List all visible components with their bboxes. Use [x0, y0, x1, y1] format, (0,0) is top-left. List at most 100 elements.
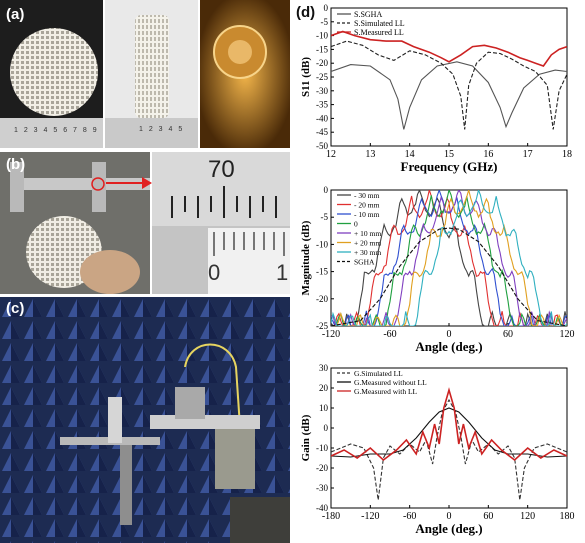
photo-lens-held	[200, 0, 290, 148]
panel-label-a: (a)	[6, 6, 25, 23]
legend-entry-5: + 20 mm	[354, 239, 381, 248]
y-tick-label: -20	[316, 463, 328, 473]
y-tick-label: -20	[316, 294, 328, 304]
x-tick-label: 120	[560, 329, 575, 340]
y-tick-label: -25	[316, 72, 328, 82]
y-tick-label: -20	[316, 58, 328, 68]
legend-entry-2: G.Measured with LL	[354, 387, 418, 396]
caliper-label-70: 70	[208, 156, 235, 183]
series-line-7	[331, 227, 567, 326]
x-axis-label: Angle (deg.)	[415, 339, 482, 354]
x-tick-label: 16	[483, 149, 493, 160]
x-axis-label: Angle (deg.)	[415, 521, 482, 536]
y-tick-label: -10	[316, 31, 328, 41]
y-tick-label: -5	[321, 17, 329, 27]
series-line-2	[331, 30, 567, 67]
legend-entry-3: 0	[354, 220, 358, 229]
series-line-6	[331, 190, 567, 326]
legend-entry-0: - 30 mm	[354, 191, 380, 200]
y-tick-label: -10	[316, 443, 328, 453]
series-line-2	[331, 190, 567, 326]
y-tick-label: 0	[324, 423, 329, 433]
y-tick-label: -40	[316, 503, 328, 513]
x-tick-label: 180	[560, 511, 575, 522]
series-group	[331, 30, 567, 130]
photo-lens-side-view: 1 2 3 4 5	[105, 0, 198, 148]
y-tick-label: 20	[319, 383, 329, 393]
x-tick-label: 15	[444, 149, 454, 160]
y-tick-label: -40	[316, 113, 328, 123]
y-tick-label: -5	[321, 212, 329, 222]
series-line-1	[331, 190, 567, 326]
ruler-label-a2: 1 2 3 4 5	[139, 126, 185, 133]
legend-entry-0: G.Simulated LL	[354, 369, 403, 378]
x-tick-label: -180	[322, 511, 340, 522]
lens-disc	[10, 28, 98, 116]
photo-anechoic-chamber	[0, 297, 290, 543]
photo-caliper	[0, 152, 150, 294]
y-axis-label: Magnitude (dB)	[300, 220, 312, 295]
y-tick-label: -15	[316, 267, 328, 277]
panel-label-b: (b)	[6, 156, 26, 173]
legend-entry-1: - 20 mm	[354, 201, 380, 210]
x-tick-label: 120	[520, 511, 535, 522]
x-axis-label: Frequency (GHz)	[401, 159, 498, 174]
series-line-1	[331, 407, 567, 458]
x-tick-label: -120	[361, 511, 379, 522]
x-tick-label: 17	[523, 149, 533, 160]
y-tick-label: 30	[319, 363, 329, 373]
series-line-5	[331, 190, 567, 326]
x-tick-label: -120	[322, 329, 340, 340]
plot-frame	[330, 7, 568, 147]
x-tick-label: -60	[403, 511, 416, 522]
y-tick-label: 0	[324, 185, 329, 195]
legend-entry-6: + 30 mm	[354, 248, 381, 257]
panel-label-c: (c)	[6, 300, 25, 317]
y-tick-label: -25	[316, 321, 328, 331]
y-tick-label: -30	[316, 483, 328, 493]
caliper-label-0: 0	[208, 260, 221, 285]
x-tick-label: 18	[562, 149, 572, 160]
ruler-label-a: 1 2 3 4 5 6 7 8 9	[14, 127, 99, 134]
series-line-0	[331, 398, 567, 501]
series-group	[331, 387, 567, 501]
chart-s11: 12 13 14 15 16 17 18-50-45-40-35-30-25-20-15-1…	[300, 3, 572, 174]
x-tick-label: 60	[503, 329, 513, 340]
y-tick-label: -30	[316, 86, 328, 96]
photo-caliper-zoom: 70 0 1	[152, 152, 290, 294]
series-line-2	[331, 387, 567, 462]
legend-entry-0: S.SGHA	[354, 10, 382, 19]
y-axis-label: Gain (dB)	[300, 414, 312, 461]
series-line-1	[331, 40, 567, 130]
legend-entry-2: - 10 mm	[354, 210, 380, 219]
x-tick-label: 0	[447, 329, 452, 340]
y-tick-label: -45	[316, 127, 328, 137]
legend-entry-2: S.Measured LL	[354, 28, 404, 37]
legend-entry-7: SGHA	[354, 258, 375, 267]
x-tick-label: 14	[405, 149, 415, 160]
legend-entry-1: S.Simulated LL	[354, 19, 405, 28]
legend-entry-4: + 10 mm	[354, 229, 381, 238]
x-tick-label: 12	[326, 149, 336, 160]
y-tick-label: -10	[316, 239, 328, 249]
y-tick-label: -15	[316, 44, 328, 54]
caliper-label-1: 1	[276, 260, 289, 285]
photo-lens-top-view: 1 2 3 4 5 6 7 8 9	[0, 0, 103, 148]
y-axis-label: S11 (dB)	[300, 57, 312, 97]
red-arrow	[106, 174, 152, 192]
x-tick-label: 13	[365, 149, 375, 160]
x-tick-label: -60	[383, 329, 396, 340]
x-tick-label: 60	[483, 511, 493, 522]
y-tick-label: -35	[316, 100, 328, 110]
chart-gain: -180 -120 -60 0 60 120 180 -40 -30 -20 -10 0 10 20 30 A…	[300, 363, 575, 536]
panel-label-d: (d)	[296, 4, 316, 21]
series-line-0	[331, 190, 567, 326]
series-group	[331, 190, 567, 326]
y-tick-label: -50	[316, 141, 328, 151]
y-tick-label: 10	[319, 403, 329, 413]
legend-entry-1: G.Measured without LL	[354, 378, 427, 387]
series-line-0	[331, 61, 567, 130]
x-tick-label: 0	[447, 511, 452, 522]
y-tick-label: 0	[324, 3, 329, 13]
